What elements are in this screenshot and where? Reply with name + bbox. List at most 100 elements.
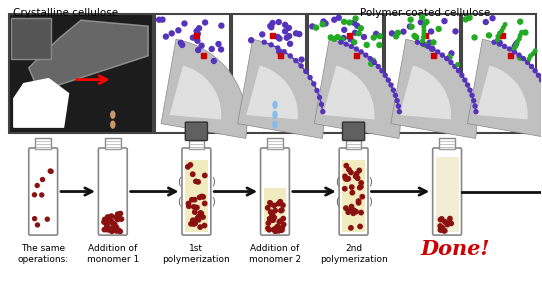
Circle shape xyxy=(33,217,36,221)
Circle shape xyxy=(218,47,223,52)
Circle shape xyxy=(466,83,469,87)
Circle shape xyxy=(196,180,201,184)
Circle shape xyxy=(286,26,292,30)
Circle shape xyxy=(449,61,453,64)
Circle shape xyxy=(199,194,204,199)
Circle shape xyxy=(344,42,348,46)
Circle shape xyxy=(180,42,185,47)
Circle shape xyxy=(332,36,337,41)
Circle shape xyxy=(354,47,358,51)
Wedge shape xyxy=(246,65,298,119)
Circle shape xyxy=(498,34,503,39)
Wedge shape xyxy=(161,39,247,138)
Bar xyxy=(440,139,455,150)
Bar xyxy=(342,160,365,232)
Circle shape xyxy=(102,217,107,222)
Circle shape xyxy=(359,210,363,215)
Circle shape xyxy=(357,201,361,205)
Circle shape xyxy=(370,59,375,64)
Circle shape xyxy=(105,221,110,226)
Circle shape xyxy=(281,203,285,208)
Circle shape xyxy=(297,32,302,36)
Circle shape xyxy=(341,36,346,40)
Circle shape xyxy=(114,225,119,229)
Circle shape xyxy=(268,210,273,214)
Circle shape xyxy=(514,42,519,46)
Circle shape xyxy=(356,199,361,203)
Circle shape xyxy=(299,64,303,68)
Circle shape xyxy=(185,165,190,169)
Circle shape xyxy=(498,32,501,35)
Circle shape xyxy=(268,24,273,28)
Circle shape xyxy=(277,220,281,224)
Circle shape xyxy=(198,225,202,229)
Circle shape xyxy=(272,215,276,220)
Circle shape xyxy=(436,50,440,54)
Circle shape xyxy=(424,20,429,24)
Circle shape xyxy=(456,63,460,66)
Circle shape xyxy=(318,95,321,99)
Bar xyxy=(308,14,383,133)
Circle shape xyxy=(377,42,382,48)
Circle shape xyxy=(196,216,201,221)
Circle shape xyxy=(341,19,346,24)
Circle shape xyxy=(203,201,207,205)
Circle shape xyxy=(320,22,325,27)
Circle shape xyxy=(276,46,280,50)
Circle shape xyxy=(269,202,273,206)
Circle shape xyxy=(33,193,36,197)
Circle shape xyxy=(188,163,192,167)
Circle shape xyxy=(193,179,198,183)
Circle shape xyxy=(276,49,282,54)
Circle shape xyxy=(312,82,316,86)
Circle shape xyxy=(359,50,363,54)
Circle shape xyxy=(472,35,477,40)
Circle shape xyxy=(356,31,362,36)
Circle shape xyxy=(275,226,280,231)
Circle shape xyxy=(414,35,419,40)
Circle shape xyxy=(308,75,312,79)
Circle shape xyxy=(496,38,499,42)
Circle shape xyxy=(352,20,357,25)
Circle shape xyxy=(429,29,434,34)
Circle shape xyxy=(348,37,353,42)
Circle shape xyxy=(195,216,199,220)
Circle shape xyxy=(364,53,368,57)
Circle shape xyxy=(531,52,535,55)
Circle shape xyxy=(339,40,343,44)
Circle shape xyxy=(350,191,354,195)
Wedge shape xyxy=(476,65,528,119)
Circle shape xyxy=(439,228,443,232)
Bar xyxy=(431,53,436,58)
Circle shape xyxy=(422,36,425,39)
Circle shape xyxy=(423,42,428,47)
Circle shape xyxy=(186,204,191,208)
Circle shape xyxy=(315,88,319,92)
Bar xyxy=(185,160,208,232)
Circle shape xyxy=(436,26,441,31)
Circle shape xyxy=(118,211,122,216)
Circle shape xyxy=(463,78,467,82)
Bar xyxy=(507,53,513,58)
Circle shape xyxy=(445,222,449,226)
Circle shape xyxy=(500,29,504,32)
Circle shape xyxy=(211,59,216,63)
Circle shape xyxy=(274,226,278,230)
Circle shape xyxy=(201,215,205,219)
Circle shape xyxy=(319,102,324,106)
Circle shape xyxy=(358,224,362,229)
Circle shape xyxy=(209,46,214,51)
Circle shape xyxy=(371,58,376,63)
Circle shape xyxy=(194,29,199,34)
Circle shape xyxy=(106,228,110,232)
Wedge shape xyxy=(399,65,451,119)
Circle shape xyxy=(275,34,280,39)
Circle shape xyxy=(182,21,187,26)
Circle shape xyxy=(474,110,478,114)
Circle shape xyxy=(521,57,525,61)
Circle shape xyxy=(358,185,362,190)
Circle shape xyxy=(198,211,203,215)
Circle shape xyxy=(343,187,347,191)
Circle shape xyxy=(195,38,200,43)
Circle shape xyxy=(199,43,204,48)
